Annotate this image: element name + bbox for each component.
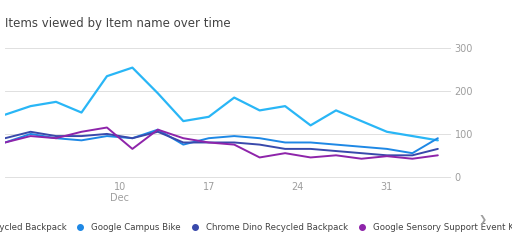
- Text: Items viewed by Item name over time: Items viewed by Item name over time: [5, 17, 231, 30]
- Text: ❯: ❯: [479, 215, 487, 225]
- Legend: Super G Timbuk2 Recycled Backpack, Google Campus Bike, Chrome Dino Recycled Back: Super G Timbuk2 Recycled Backpack, Googl…: [0, 223, 512, 232]
